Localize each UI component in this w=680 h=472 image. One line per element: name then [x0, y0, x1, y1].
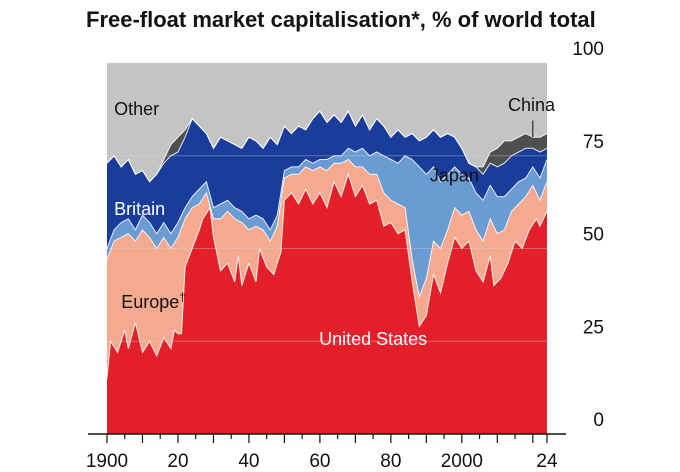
label-china: China — [508, 95, 556, 115]
y-tick-25: 25 — [583, 317, 604, 338]
x-tick-1980: 80 — [380, 451, 401, 472]
area-britain — [107, 111, 547, 249]
y-tick-0: 0 — [593, 410, 604, 431]
axes: 0 25 50 75 100 1900 20 40 60 80 2000 24 — [86, 39, 604, 472]
boundary-united-states — [106, 172, 548, 379]
y-tick-100: 100 — [572, 39, 604, 60]
area-japan — [107, 148, 547, 297]
y-tick-75: 75 — [583, 132, 604, 153]
area-europe — [107, 159, 547, 379]
area-united-states — [107, 174, 547, 435]
y-tick-50: 50 — [583, 225, 604, 246]
label-united-states: United States — [319, 329, 427, 349]
label-other: Other — [114, 99, 159, 119]
label-britain: Britain — [114, 199, 165, 219]
series-boundaries — [106, 110, 548, 379]
label-japan: Japan — [430, 166, 479, 186]
boundary-china — [106, 110, 548, 183]
x-tick-1940: 40 — [238, 451, 259, 472]
boundary-europe — [106, 158, 548, 299]
chart-title: Free-float market capitalisation*, % of … — [86, 7, 596, 32]
x-tick-1960: 60 — [309, 451, 330, 472]
gridlines — [107, 62, 547, 342]
x-tick-1900: 1900 — [86, 451, 128, 472]
x-tick-2000: 2000 — [441, 451, 483, 472]
europe-footnote-mark: † — [179, 290, 186, 304]
label-europe: Europe† — [121, 290, 186, 312]
x-tick-1920: 20 — [167, 451, 188, 472]
series-labels: United States Europe† Japan Britain China Oth… — [114, 95, 556, 349]
x-tick-2024: 24 — [536, 451, 558, 472]
boundary-japan — [106, 147, 548, 249]
